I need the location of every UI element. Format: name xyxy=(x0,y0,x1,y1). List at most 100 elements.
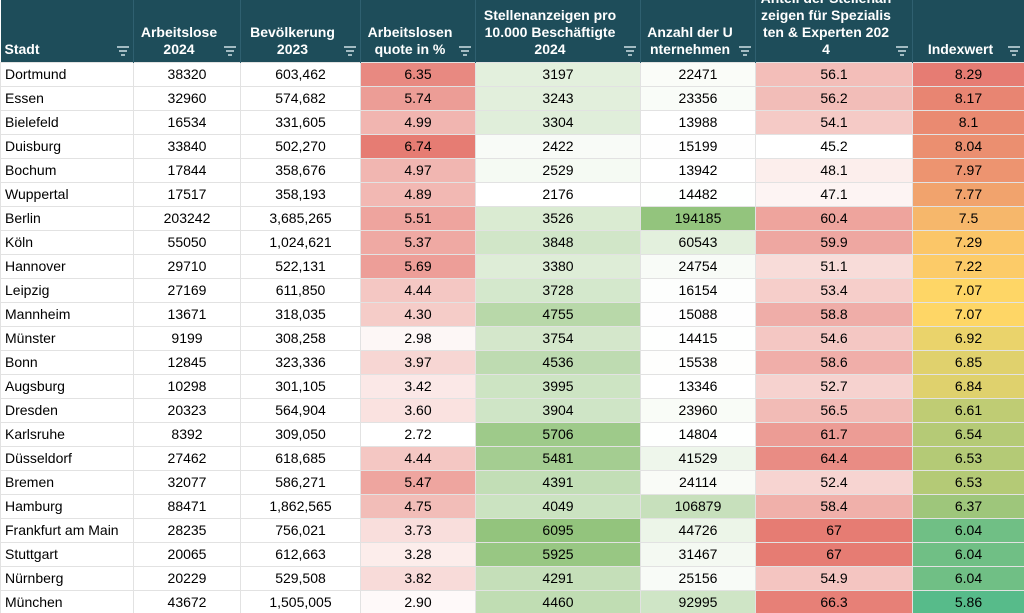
value-cell[interactable]: 5706 xyxy=(475,422,641,447)
value-cell[interactable]: 1,862,565 xyxy=(240,494,361,519)
value-cell[interactable]: 7.07 xyxy=(912,278,1024,303)
column-header[interactable]: Arbeitslose 2024 xyxy=(133,0,241,63)
column-header[interactable]: Stadt xyxy=(0,0,134,63)
value-cell[interactable]: 618,685 xyxy=(240,446,361,471)
filter-icon[interactable] xyxy=(117,46,129,56)
value-cell[interactable]: 2.98 xyxy=(360,326,476,351)
value-cell[interactable]: 574,682 xyxy=(240,86,361,111)
value-cell[interactable]: 1,505,005 xyxy=(240,590,361,613)
value-cell[interactable]: 14482 xyxy=(640,182,756,207)
value-cell[interactable]: 4.99 xyxy=(360,110,476,135)
value-cell[interactable]: 6.85 xyxy=(912,350,1024,375)
value-cell[interactable]: 29710 xyxy=(133,254,241,279)
value-cell[interactable]: 7.22 xyxy=(912,254,1024,279)
value-cell[interactable]: 2.72 xyxy=(360,422,476,447)
value-cell[interactable]: 13671 xyxy=(133,302,241,327)
value-cell[interactable]: 23356 xyxy=(640,86,756,111)
value-cell[interactable]: 3754 xyxy=(475,326,641,351)
value-cell[interactable]: 2422 xyxy=(475,134,641,159)
value-cell[interactable]: 4536 xyxy=(475,350,641,375)
value-cell[interactable]: 24114 xyxy=(640,470,756,495)
value-cell[interactable]: 44726 xyxy=(640,518,756,543)
value-cell[interactable]: 58.8 xyxy=(755,302,913,327)
value-cell[interactable]: 2176 xyxy=(475,182,641,207)
value-cell[interactable]: 611,850 xyxy=(240,278,361,303)
value-cell[interactable]: 612,663 xyxy=(240,542,361,567)
column-header[interactable]: Anteil der Stellenanzeigen für Spezialis… xyxy=(755,0,913,63)
value-cell[interactable]: 3.97 xyxy=(360,350,476,375)
value-cell[interactable]: 3.82 xyxy=(360,566,476,591)
city-cell[interactable]: Karlsruhe xyxy=(0,422,134,447)
filter-icon[interactable] xyxy=(344,46,356,56)
value-cell[interactable]: 6.04 xyxy=(912,542,1024,567)
value-cell[interactable]: 33840 xyxy=(133,134,241,159)
filter-icon[interactable] xyxy=(896,46,908,56)
value-cell[interactable]: 58.6 xyxy=(755,350,913,375)
value-cell[interactable]: 5.51 xyxy=(360,206,476,231)
value-cell[interactable]: 60.4 xyxy=(755,206,913,231)
value-cell[interactable]: 358,676 xyxy=(240,158,361,183)
filter-icon[interactable] xyxy=(739,46,751,56)
value-cell[interactable]: 1,024,621 xyxy=(240,230,361,255)
value-cell[interactable]: 4049 xyxy=(475,494,641,519)
value-cell[interactable]: 15088 xyxy=(640,302,756,327)
value-cell[interactable]: 7.77 xyxy=(912,182,1024,207)
value-cell[interactable]: 4.89 xyxy=(360,182,476,207)
value-cell[interactable]: 66.3 xyxy=(755,590,913,613)
column-header[interactable]: Indexwert xyxy=(912,0,1024,63)
city-cell[interactable]: Dresden xyxy=(0,398,134,423)
value-cell[interactable]: 13346 xyxy=(640,374,756,399)
city-cell[interactable]: München xyxy=(0,590,134,613)
city-cell[interactable]: Leipzig xyxy=(0,278,134,303)
city-cell[interactable]: Bochum xyxy=(0,158,134,183)
city-cell[interactable]: Essen xyxy=(0,86,134,111)
value-cell[interactable]: 3995 xyxy=(475,374,641,399)
value-cell[interactable]: 48.1 xyxy=(755,158,913,183)
column-header[interactable]: Stellenanzeigen pro 10.000 Beschäftigte … xyxy=(475,0,641,63)
value-cell[interactable]: 51.1 xyxy=(755,254,913,279)
value-cell[interactable]: 6.35 xyxy=(360,62,476,87)
value-cell[interactable]: 20229 xyxy=(133,566,241,591)
value-cell[interactable]: 6.74 xyxy=(360,134,476,159)
value-cell[interactable]: 6.53 xyxy=(912,446,1024,471)
value-cell[interactable]: 3.60 xyxy=(360,398,476,423)
value-cell[interactable]: 564,904 xyxy=(240,398,361,423)
value-cell[interactable]: 32960 xyxy=(133,86,241,111)
value-cell[interactable]: 603,462 xyxy=(240,62,361,87)
value-cell[interactable]: 17844 xyxy=(133,158,241,183)
value-cell[interactable]: 309,050 xyxy=(240,422,361,447)
value-cell[interactable]: 4755 xyxy=(475,302,641,327)
city-cell[interactable]: Münster xyxy=(0,326,134,351)
value-cell[interactable]: 7.97 xyxy=(912,158,1024,183)
value-cell[interactable]: 6.84 xyxy=(912,374,1024,399)
value-cell[interactable]: 308,258 xyxy=(240,326,361,351)
value-cell[interactable]: 10298 xyxy=(133,374,241,399)
city-cell[interactable]: Stuttgart xyxy=(0,542,134,567)
value-cell[interactable]: 16534 xyxy=(133,110,241,135)
value-cell[interactable]: 55050 xyxy=(133,230,241,255)
column-header[interactable]: Anzahl der Unternehmen xyxy=(640,0,756,63)
city-cell[interactable]: Dortmund xyxy=(0,62,134,87)
value-cell[interactable]: 3526 xyxy=(475,206,641,231)
value-cell[interactable]: 67 xyxy=(755,518,913,543)
value-cell[interactable]: 20323 xyxy=(133,398,241,423)
city-cell[interactable]: Wuppertal xyxy=(0,182,134,207)
value-cell[interactable]: 4460 xyxy=(475,590,641,613)
value-cell[interactable]: 9199 xyxy=(133,326,241,351)
filter-icon[interactable] xyxy=(224,46,236,56)
value-cell[interactable]: 323,336 xyxy=(240,350,361,375)
value-cell[interactable]: 7.5 xyxy=(912,206,1024,231)
city-cell[interactable]: Bielefeld xyxy=(0,110,134,135)
value-cell[interactable]: 4.30 xyxy=(360,302,476,327)
value-cell[interactable]: 203242 xyxy=(133,206,241,231)
value-cell[interactable]: 502,270 xyxy=(240,134,361,159)
value-cell[interactable]: 8.29 xyxy=(912,62,1024,87)
value-cell[interactable]: 54.9 xyxy=(755,566,913,591)
value-cell[interactable]: 331,605 xyxy=(240,110,361,135)
value-cell[interactable]: 5481 xyxy=(475,446,641,471)
value-cell[interactable]: 6.37 xyxy=(912,494,1024,519)
value-cell[interactable]: 7.07 xyxy=(912,302,1024,327)
value-cell[interactable]: 52.7 xyxy=(755,374,913,399)
value-cell[interactable]: 529,508 xyxy=(240,566,361,591)
city-cell[interactable]: Mannheim xyxy=(0,302,134,327)
